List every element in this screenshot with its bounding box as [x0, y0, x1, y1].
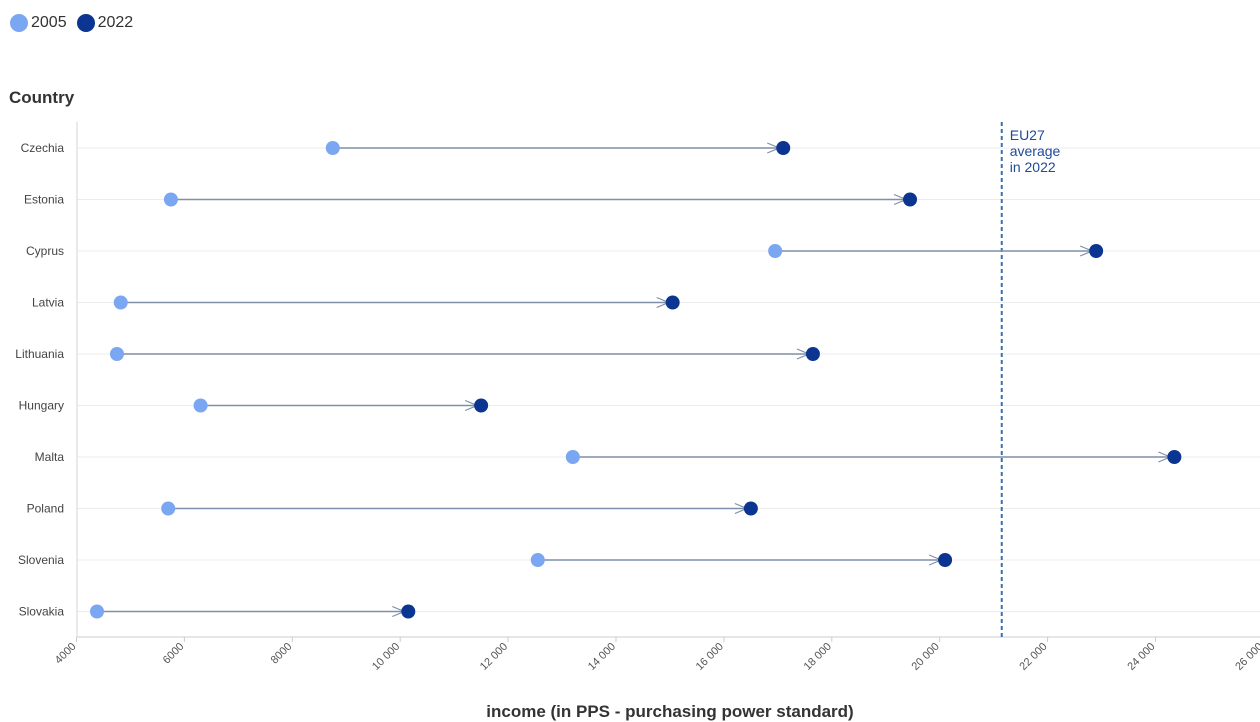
point-2005-czechia	[325, 141, 340, 155]
x-tick-label-22000: 22 000	[1017, 641, 1049, 673]
x-tick-label-20000: 20 000	[910, 641, 942, 673]
point-2022-estonia	[903, 192, 918, 207]
point-2022-hungary	[474, 398, 489, 413]
legend-item-2022[interactable]: 2022	[76, 14, 134, 32]
y-tick-label-hungary: Hungary	[19, 399, 64, 413]
point-2005-poland	[161, 501, 176, 516]
x-tick-label-14000: 14 000	[586, 641, 618, 673]
legend: 2005 2022	[10, 14, 137, 32]
x-tick-label-26000: 26 000	[1233, 641, 1260, 673]
y-tick-label-malta: Malta	[35, 450, 65, 464]
x-tick-label-8000: 8000	[269, 641, 295, 667]
x-tick-label-10000: 10 000	[370, 641, 402, 673]
point-2022-slovenia	[938, 553, 953, 567]
x-tick-label-12000: 12 000	[478, 641, 510, 673]
y-tick-label-estonia: Estonia	[24, 193, 64, 207]
y-tick-label-latvia: Latvia	[32, 296, 64, 310]
point-2005-estonia	[163, 192, 178, 207]
point-2005-latvia	[113, 295, 128, 310]
x-tick-label-24000: 24 000	[1125, 641, 1157, 673]
x-tick-label-4000: 4000	[53, 641, 79, 667]
x-tick-label-16000: 16 000	[694, 641, 726, 673]
y-tick-label-slovakia: Slovakia	[19, 605, 65, 619]
point-2022-czechia	[776, 141, 791, 155]
x-tick-label-18000: 18 000	[802, 641, 834, 673]
x-axis-title: income (in PPS - purchasing power standa…	[486, 702, 854, 721]
point-2022-latvia	[665, 295, 680, 310]
eu27-average-label-line-2: average	[1010, 143, 1061, 159]
y-tick-label-slovenia: Slovenia	[18, 553, 64, 567]
legend-marker-2022	[76, 14, 95, 32]
legend-label-2022: 2022	[97, 14, 134, 31]
point-2005-cyprus	[768, 244, 783, 258]
y-axis-title: Country	[9, 88, 75, 107]
point-2005-slovakia	[90, 604, 105, 619]
point-2005-malta	[565, 450, 580, 464]
legend-label-2005: 2005	[31, 14, 67, 31]
point-2022-cyprus	[1089, 244, 1104, 258]
y-tick-label-cyprus: Cyprus	[26, 244, 64, 258]
legend-marker-2005	[10, 14, 28, 32]
eu27-average-label-line-1: EU27	[1010, 127, 1045, 143]
point-2022-poland	[743, 501, 758, 516]
x-tick-label-6000: 6000	[161, 641, 187, 667]
legend-item-2005[interactable]: 2005	[10, 14, 67, 32]
point-2005-hungary	[193, 398, 208, 413]
y-tick-label-poland: Poland	[27, 502, 64, 516]
point-2022-lithuania	[805, 347, 820, 361]
y-tick-label-lithuania: Lithuania	[15, 347, 64, 361]
point-2005-slovenia	[530, 553, 545, 567]
point-2022-malta	[1167, 450, 1182, 464]
eu27-average-label-line-3: in 2022	[1010, 159, 1056, 175]
y-tick-label-czechia: Czechia	[21, 141, 65, 155]
point-2005-lithuania	[109, 347, 124, 361]
point-2022-slovakia	[401, 604, 416, 619]
